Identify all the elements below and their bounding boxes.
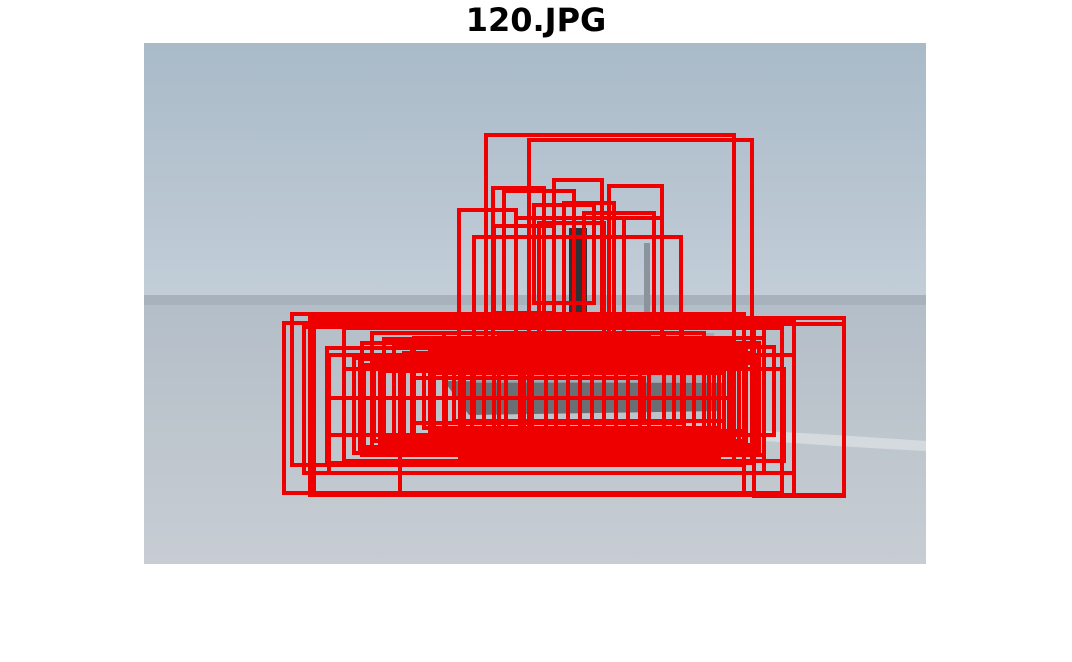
photo-canvas (144, 43, 926, 564)
figure-title: 120.JPG (465, 1, 607, 39)
bounding-box (522, 339, 676, 447)
boat-mast (644, 243, 650, 323)
photo-figure (144, 43, 926, 564)
bounding-box (472, 325, 684, 425)
bounding-box (398, 355, 746, 495)
bounding-box (497, 333, 651, 450)
detection-boxes (282, 133, 846, 498)
bounding-box (626, 359, 731, 437)
bounding-box (342, 367, 786, 463)
